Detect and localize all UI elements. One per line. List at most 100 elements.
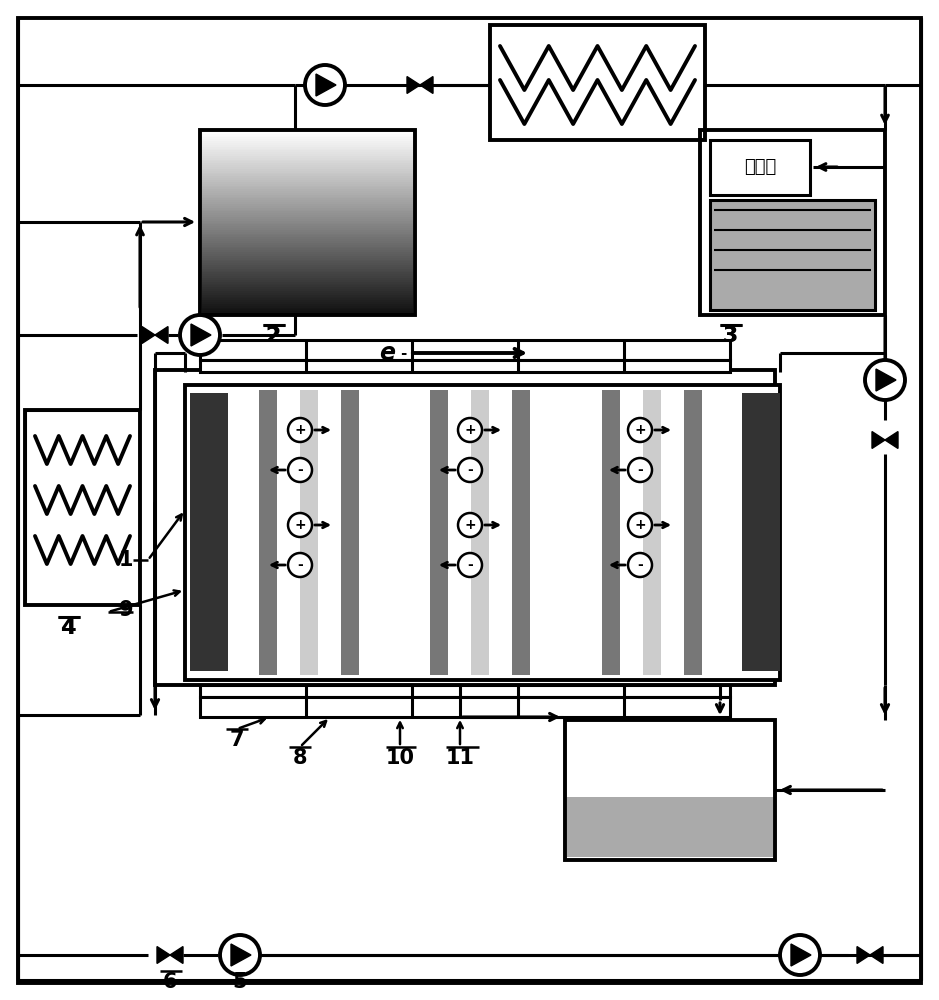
Text: -: - (638, 558, 643, 572)
Bar (202, 186, 413, 188)
Bar (341, 390, 359, 675)
Bar (202, 300, 413, 303)
Bar (202, 154, 413, 156)
Polygon shape (885, 432, 898, 448)
Bar (202, 200, 413, 203)
Bar (202, 228, 413, 230)
Bar (202, 198, 413, 201)
Text: 5: 5 (233, 972, 247, 992)
Bar (202, 171, 413, 173)
Circle shape (288, 418, 312, 442)
Bar (202, 191, 413, 193)
Bar (710, 200, 875, 310)
Bar (202, 223, 413, 225)
Text: +: + (634, 518, 646, 532)
Bar (202, 182, 413, 184)
Polygon shape (420, 77, 433, 93)
Bar (642, 390, 661, 675)
Bar (202, 189, 413, 192)
Text: 11: 11 (445, 748, 474, 768)
Polygon shape (407, 77, 420, 93)
Circle shape (458, 458, 482, 482)
Polygon shape (876, 369, 896, 391)
Bar (190, 393, 228, 671)
Bar (202, 134, 413, 136)
Bar (202, 309, 413, 312)
Bar (202, 308, 413, 310)
Text: -: - (638, 463, 643, 477)
Bar (602, 390, 620, 675)
Text: -: - (297, 558, 303, 572)
Bar (202, 143, 413, 145)
Bar (25, 410, 140, 605)
Text: 9: 9 (118, 600, 133, 620)
Text: +: + (464, 423, 476, 437)
Bar (202, 130, 413, 132)
Bar (202, 197, 413, 199)
Bar (684, 390, 701, 675)
Polygon shape (191, 324, 211, 346)
Bar (202, 261, 413, 264)
Bar (202, 176, 413, 179)
Bar (202, 148, 413, 151)
Bar (202, 208, 413, 210)
Circle shape (628, 418, 652, 442)
Bar (202, 293, 413, 295)
Bar (202, 202, 413, 205)
Bar (202, 158, 413, 160)
Text: e: e (379, 341, 395, 365)
Bar (700, 130, 885, 315)
Bar (202, 156, 413, 158)
Bar (202, 287, 413, 290)
Bar (202, 180, 413, 182)
Bar (202, 163, 413, 166)
Bar (565, 720, 775, 860)
Bar (202, 304, 413, 306)
Bar (567, 797, 773, 857)
Bar (202, 221, 413, 223)
Bar (202, 210, 413, 212)
Bar (202, 291, 413, 293)
Bar (202, 141, 413, 143)
Bar (200, 697, 730, 717)
Text: 4: 4 (60, 618, 76, 638)
Polygon shape (157, 947, 170, 963)
Bar (202, 243, 413, 245)
Bar (202, 267, 413, 269)
Bar (202, 235, 413, 238)
Bar (202, 169, 413, 171)
Bar (200, 340, 730, 360)
Bar (200, 360, 730, 372)
Text: -: - (467, 463, 473, 477)
Bar (202, 160, 413, 162)
Circle shape (305, 65, 345, 105)
Bar (200, 685, 730, 697)
Bar (202, 219, 413, 221)
Bar (202, 289, 413, 291)
Text: 冷却水: 冷却水 (744, 158, 777, 176)
Bar (202, 224, 413, 227)
Bar (202, 282, 413, 284)
Circle shape (628, 513, 652, 537)
Bar (202, 254, 413, 256)
Polygon shape (791, 944, 811, 966)
Bar (202, 174, 413, 177)
Bar (202, 136, 413, 138)
Bar (202, 226, 413, 229)
Bar (202, 295, 413, 297)
Bar (742, 393, 780, 671)
Bar (202, 173, 413, 175)
Bar (300, 390, 318, 675)
Bar (202, 193, 413, 195)
Bar (202, 152, 413, 155)
Text: -: - (297, 463, 303, 477)
Bar (202, 298, 413, 301)
Bar (202, 245, 413, 247)
Polygon shape (870, 947, 883, 963)
Polygon shape (231, 944, 251, 966)
Text: 4: 4 (61, 618, 75, 638)
Bar (202, 278, 413, 280)
Text: 2: 2 (266, 326, 281, 346)
Bar (202, 276, 413, 278)
Bar (200, 130, 415, 315)
